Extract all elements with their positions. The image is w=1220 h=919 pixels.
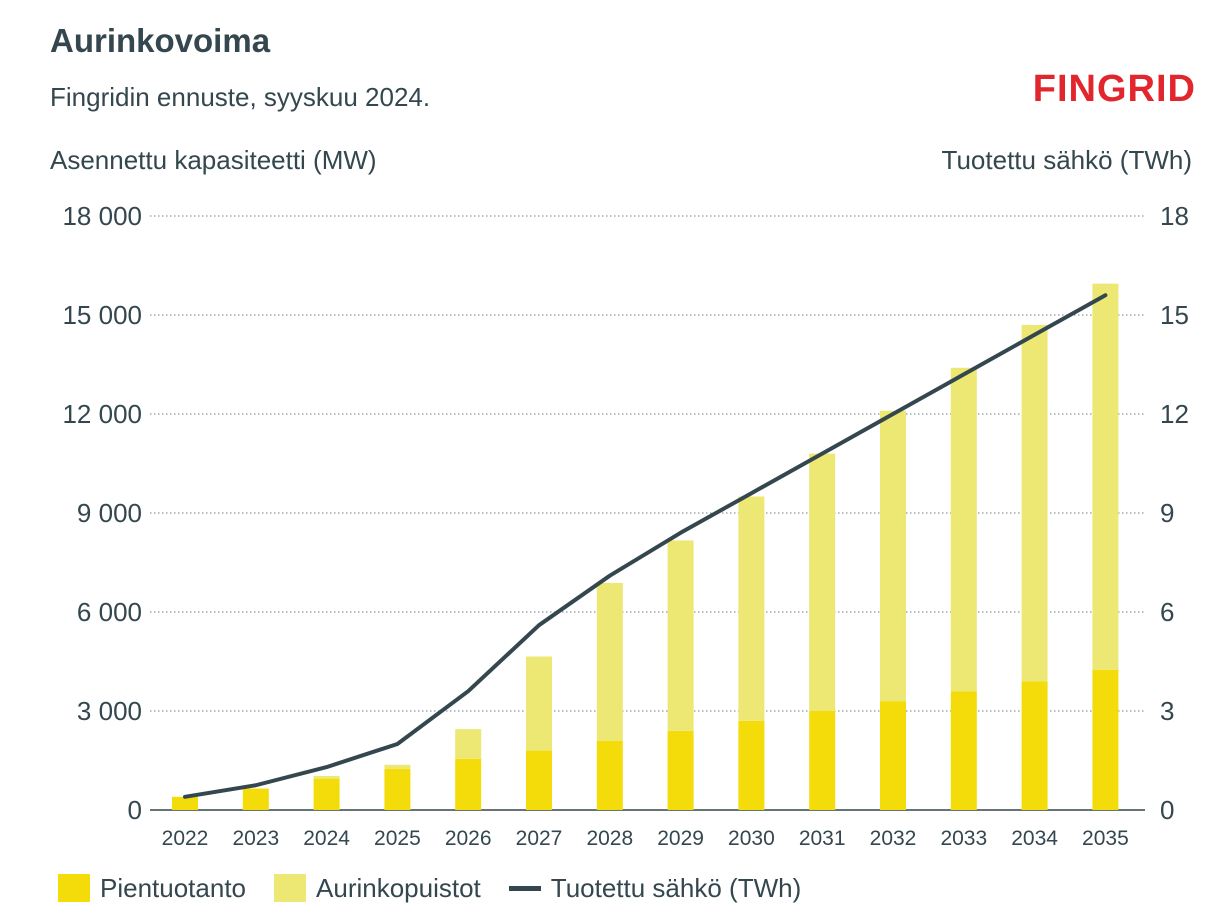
bar-pientuotanto — [172, 796, 198, 810]
bar-aurinkopuistot — [455, 729, 482, 759]
y-tick-left: 12 000 — [62, 399, 142, 429]
x-tick-label: 2028 — [586, 827, 633, 850]
y-tick-right: 6 — [1160, 597, 1174, 627]
legend-swatch-line — [508, 885, 541, 891]
bar-aurinkopuistot — [950, 367, 977, 692]
bar-aurinkopuistot — [738, 496, 765, 721]
bar-aurinkopuistot — [667, 540, 694, 731]
y-tick-left: 6 000 — [77, 597, 142, 627]
x-tick-label: 2034 — [1011, 827, 1058, 850]
chart-subtitle: Fingridin ennuste, syyskuu 2024. — [50, 82, 431, 112]
bar-pientuotanto — [950, 691, 977, 810]
bar-aurinkopuistot — [1092, 283, 1119, 670]
legend-label-small: Pientuotanto — [100, 872, 247, 903]
bar-pientuotanto — [242, 788, 269, 810]
legend-item-parks: Aurinkopuistot — [274, 873, 481, 904]
y-tick-left: 18 000 — [62, 201, 142, 231]
y-tick-right: 18 — [1160, 201, 1189, 231]
y-axis-left-label: Asennettu kapasiteetti (MW) — [50, 145, 377, 175]
bar-pientuotanto — [526, 750, 552, 810]
bar-pientuotanto — [738, 720, 765, 810]
fingrid-logo: FINGRID — [1032, 68, 1196, 110]
y-tick-left: 15 000 — [62, 300, 142, 330]
bar-aurinkopuistot — [596, 582, 623, 741]
y-tick-right: 0 — [1160, 795, 1174, 825]
y-axis-right-label: Tuotettu sähkö (TWh) — [941, 145, 1192, 175]
y-tick-left: 3 000 — [77, 696, 142, 726]
bar-pientuotanto — [880, 701, 906, 810]
legend-item-line: Tuotettu sähkö (TWh) — [508, 872, 802, 904]
bar-pientuotanto — [809, 711, 836, 810]
x-tick-label: 2029 — [657, 827, 704, 850]
bar-aurinkopuistot — [313, 776, 340, 779]
bar-pientuotanto — [1092, 669, 1119, 810]
chart-title: Aurinkovoima — [50, 22, 271, 59]
y-tick-right: 9 — [1160, 498, 1174, 528]
bar-pientuotanto — [667, 730, 694, 810]
x-tick-label: 2031 — [799, 827, 846, 850]
x-tick-label: 2027 — [516, 827, 563, 850]
legend-label-line: Tuotettu sähkö (TWh) — [550, 872, 802, 903]
bar-aurinkopuistot — [880, 410, 906, 702]
line-tuotettu-sahko — [183, 293, 1108, 799]
legend-swatch-parks — [274, 874, 307, 902]
bar-pientuotanto — [1021, 681, 1048, 810]
y-tick-right: 12 — [1160, 399, 1189, 429]
bar-pientuotanto — [384, 768, 411, 810]
x-tick-label: 2026 — [445, 827, 492, 850]
x-tick-label: 2035 — [1082, 827, 1129, 850]
x-tick-label: 2022 — [162, 827, 209, 850]
bar-pientuotanto — [596, 740, 623, 810]
x-tick-label: 2033 — [940, 827, 987, 850]
x-tick-label: 2023 — [232, 827, 279, 850]
legend-swatch-small — [58, 874, 90, 902]
x-tick-label: 2024 — [303, 827, 350, 850]
bar-aurinkopuistot — [809, 453, 836, 711]
x-tick-label: 2032 — [870, 827, 917, 850]
chart-legend: Pientuotanto Aurinkopuistot Tuotettu säh… — [58, 870, 829, 906]
bar-aurinkopuistot — [526, 656, 552, 751]
y-tick-right: 15 — [1160, 300, 1189, 330]
legend-label-parks: Aurinkopuistot — [316, 872, 481, 903]
y-tick-right: 3 — [1160, 696, 1174, 726]
y-tick-left: 9 000 — [77, 498, 142, 528]
bar-pientuotanto — [455, 758, 482, 810]
x-tick-label: 2025 — [374, 827, 421, 850]
bar-aurinkopuistot — [384, 764, 411, 769]
y-tick-left: 0 — [128, 795, 142, 825]
legend-item-small: Pientuotanto — [58, 873, 246, 904]
bar-pientuotanto — [313, 778, 340, 810]
bar-aurinkopuistot — [1021, 324, 1048, 682]
x-tick-label: 2030 — [728, 827, 775, 850]
